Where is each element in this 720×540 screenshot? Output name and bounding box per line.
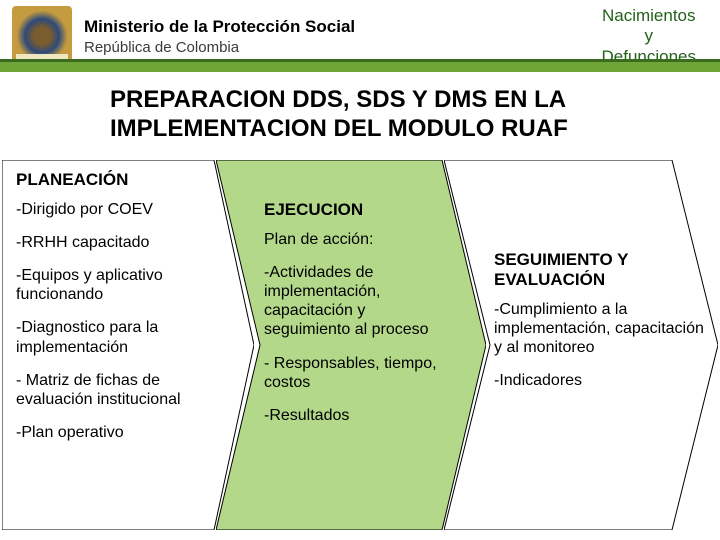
planning-item: -Equipos y aplicativo funcionando bbox=[16, 266, 226, 304]
planning-item: -Plan operativo bbox=[16, 423, 226, 442]
monitoring-item: -Cumplimiento a la implementación, capac… bbox=[494, 300, 708, 358]
execution-item: -Resultados bbox=[264, 406, 452, 425]
monitoring-item: -Indicadores bbox=[494, 371, 708, 390]
execution-item: - Responsables, tiempo, costos bbox=[264, 354, 452, 392]
planning-item: - Matriz de fichas de evaluación institu… bbox=[16, 371, 226, 409]
execution-heading: EJECUCION bbox=[264, 200, 452, 220]
nyd-line2: y bbox=[601, 26, 696, 46]
header-green-bar bbox=[0, 62, 720, 72]
nyd-label: Nacimientos y Defunciones bbox=[601, 6, 696, 67]
chevron-content: EJECUCION Plan de acción: -Actividades d… bbox=[216, 160, 486, 530]
chevron-execution: EJECUCION Plan de acción: -Actividades d… bbox=[216, 160, 486, 530]
slide-title: PREPARACION DDS, SDS Y DMS EN LA IMPLEME… bbox=[0, 72, 720, 154]
planning-heading: PLANEACIÓN bbox=[16, 170, 226, 190]
chevron-planning: PLANEACIÓN -Dirigido por COEV -RRHH capa… bbox=[2, 160, 254, 530]
planning-item: -Dirigido por COEV bbox=[16, 200, 226, 219]
process-diagram: SEGUIMIENTO Y EVALUACIÓN -Cumplimiento a… bbox=[0, 154, 720, 534]
execution-subheading: Plan de acción: bbox=[264, 230, 452, 249]
coat-of-arms-logo bbox=[12, 6, 72, 66]
chevron-content: PLANEACIÓN -Dirigido por COEV -RRHH capa… bbox=[2, 160, 254, 530]
nyd-line1: Nacimientos bbox=[601, 6, 696, 26]
monitoring-heading: SEGUIMIENTO Y EVALUACIÓN bbox=[494, 250, 708, 290]
header-bar: Ministerio de la Protección Social Repúb… bbox=[0, 0, 720, 72]
planning-item: -RRHH capacitado bbox=[16, 233, 226, 252]
planning-item: -Diagnostico para la implementación bbox=[16, 318, 226, 356]
execution-item: -Actividades de implementación, capacita… bbox=[264, 263, 452, 340]
